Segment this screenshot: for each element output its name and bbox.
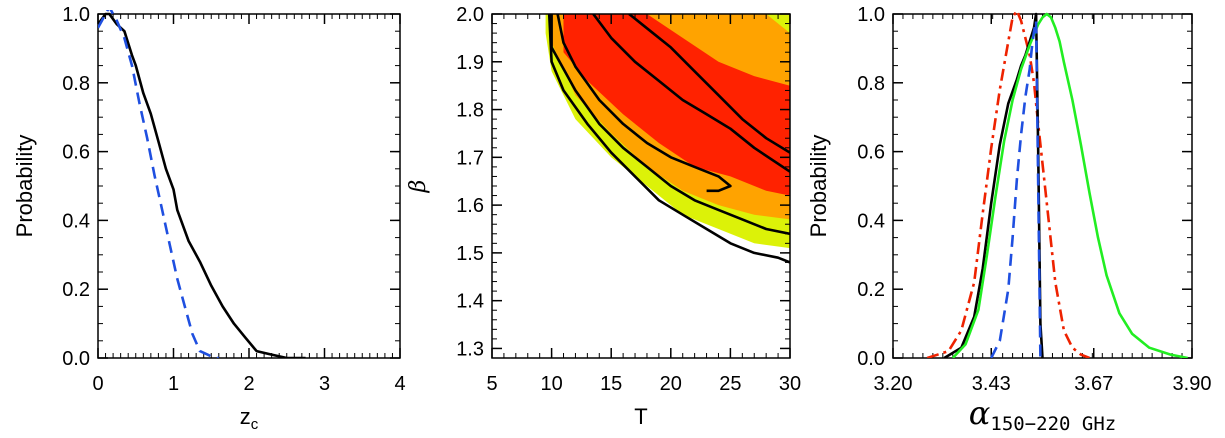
x-axis-label: zc bbox=[240, 404, 259, 433]
x-tick-label: 2 bbox=[243, 373, 254, 395]
x-tick-label: 3.90 bbox=[1173, 373, 1212, 395]
y-tick-label: 0.4 bbox=[857, 210, 885, 232]
panel-temperature-beta-contours: 5 10 15 20 25 30 1.3 1.4 1.5 1.6 1.7 1.8 1.9 2.0 β T bbox=[406, 4, 801, 429]
x-tick-label: 3.20 bbox=[874, 373, 913, 395]
series-line-0 bbox=[98, 12, 306, 358]
x-tick-label: 30 bbox=[779, 373, 801, 395]
panel-redshift-probability: 0 1 2 3 4 0.0 0.2 0.4 0.6 0.8 1.0 Probability zc bbox=[12, 4, 406, 433]
y-tick-label: 1.6 bbox=[456, 195, 484, 217]
y-axis-label: Probability bbox=[806, 135, 831, 238]
filled-contour-level-2 bbox=[563, 14, 790, 196]
x-tick-label: 20 bbox=[660, 373, 682, 395]
y-axis-label: β bbox=[406, 180, 431, 194]
y-tick-label: 1.8 bbox=[456, 100, 484, 122]
x-tick-label: 3.67 bbox=[1074, 373, 1113, 395]
plot-frame bbox=[892, 13, 1193, 359]
contour-line-0 bbox=[547, 14, 790, 264]
contour-line-1 bbox=[550, 14, 790, 236]
panel-spectral-index-probability: 3.20 3.43 3.67 3.90 0.0 0.2 0.4 0.6 0.8 1.0 Probab… bbox=[806, 4, 1211, 435]
series-line-1 bbox=[943, 12, 1044, 358]
series-line-0 bbox=[926, 10, 1090, 358]
contour-area bbox=[545, 14, 790, 264]
y-tick-label: 1.4 bbox=[456, 291, 484, 313]
plot-frame bbox=[491, 13, 791, 359]
x-tick-label: 25 bbox=[719, 373, 741, 395]
x-tick-label: 5 bbox=[486, 373, 497, 395]
x-axis-label-main: z bbox=[240, 404, 251, 429]
plot-frame bbox=[97, 13, 401, 359]
y-tick-label: 1.3 bbox=[456, 338, 484, 360]
x-tick-label: 3.43 bbox=[972, 373, 1011, 395]
x-axis-label: T bbox=[634, 404, 647, 429]
x-axis-label-main: α bbox=[969, 394, 991, 432]
y-tick-label: 0.6 bbox=[857, 142, 885, 164]
y-tick-label: 1.7 bbox=[456, 147, 484, 169]
contour-line-2 bbox=[556, 14, 732, 193]
x-axis-label: α150−220 GHz bbox=[969, 394, 1116, 435]
x-tick-label: 3 bbox=[319, 373, 330, 395]
y-axis-label: Probability bbox=[12, 135, 37, 238]
contour-line-3 bbox=[592, 14, 790, 173]
contour-line-4 bbox=[628, 14, 790, 154]
y-tick-label: 0.0 bbox=[857, 348, 885, 370]
series-line-1 bbox=[98, 10, 219, 358]
y-tick-label: 1.5 bbox=[456, 243, 484, 265]
series-line-2 bbox=[951, 12, 1188, 358]
x-tick-label: 10 bbox=[540, 373, 562, 395]
y-tick-label: 0.2 bbox=[857, 279, 885, 301]
x-tick-label: 4 bbox=[394, 373, 405, 395]
y-tick-label: 0.6 bbox=[62, 142, 90, 164]
y-tick-label: 1.0 bbox=[62, 4, 90, 26]
y-tick-label: 0.0 bbox=[62, 348, 90, 370]
y-tick-label: 1.9 bbox=[456, 52, 484, 74]
y-tick-label: 1.0 bbox=[857, 4, 885, 26]
x-tick-label: 0 bbox=[92, 373, 103, 395]
x-tick-label: 15 bbox=[600, 373, 622, 395]
x-tick-label: 1 bbox=[168, 373, 179, 395]
y-tick-label: 2.0 bbox=[456, 4, 484, 26]
x-axis-label-subscript: 150−220 GHz bbox=[990, 413, 1116, 435]
y-tick-label: 0.2 bbox=[62, 279, 90, 301]
y-tick-label: 0.4 bbox=[62, 210, 90, 232]
y-tick-label: 0.8 bbox=[857, 73, 885, 95]
x-axis-label-subscript: c bbox=[251, 416, 259, 433]
y-tick-label: 0.8 bbox=[62, 73, 90, 95]
